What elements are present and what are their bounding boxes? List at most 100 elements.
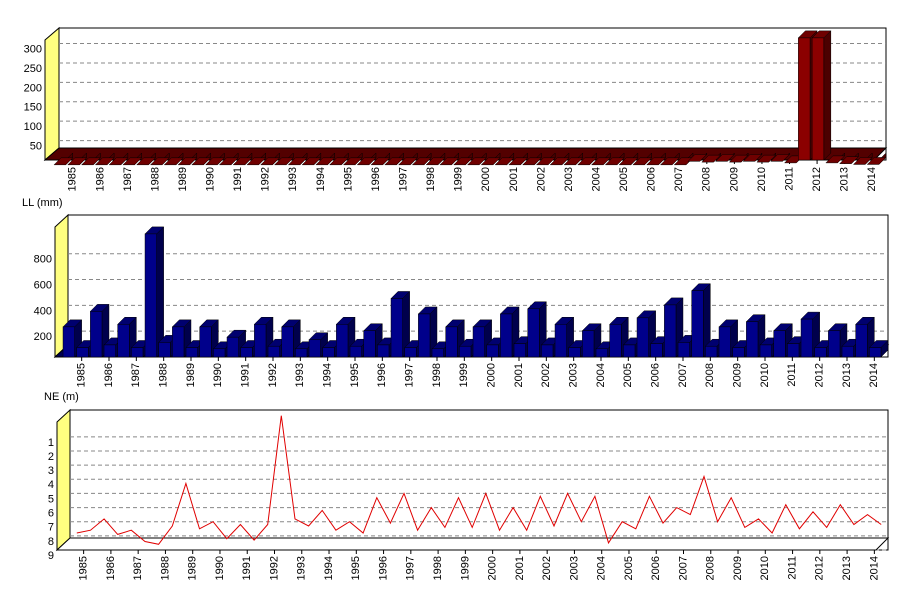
x-tick-label: 1995 [349, 363, 361, 387]
bar-top [825, 155, 846, 164]
bar [798, 37, 811, 161]
bar [349, 345, 362, 358]
bar-top [260, 157, 281, 166]
x-tick-label: 1996 [370, 167, 382, 191]
x-tick-label: 1995 [342, 167, 354, 191]
bar-top [53, 157, 74, 166]
bar [486, 344, 499, 358]
bar [213, 348, 226, 358]
y-tick-label: 300 [24, 43, 42, 55]
x-tick-label: 1988 [149, 167, 161, 191]
bar-top [246, 157, 267, 166]
x-tick-label: 2003 [568, 363, 580, 387]
data-line [76, 415, 882, 545]
x-tick-label: 2002 [540, 363, 552, 387]
bar [746, 321, 759, 358]
bar [144, 233, 157, 358]
x-tick-label: 1999 [458, 363, 470, 387]
bar-top [590, 157, 611, 166]
bar-top [108, 157, 129, 166]
bar [240, 347, 253, 358]
bar [459, 345, 472, 358]
x-tick-label: 1990 [212, 363, 224, 387]
x-tick-label: 2001 [514, 556, 526, 580]
bar-top [715, 154, 735, 162]
bar-top [756, 154, 777, 163]
y-tick-label: 9 [48, 550, 54, 562]
bar-top [839, 156, 860, 164]
bar-top [646, 157, 667, 166]
bar-top [866, 157, 887, 165]
bar [226, 336, 239, 358]
bar-top [439, 157, 460, 166]
x-tick-label: 1996 [376, 363, 388, 387]
x-tick-label: 1991 [240, 363, 252, 387]
y-tick-label: 250 [24, 63, 42, 75]
bar-top [315, 157, 336, 166]
bar [718, 326, 731, 358]
y-tick-label: 1 [48, 437, 54, 449]
bar-side [156, 226, 164, 358]
bar [131, 347, 144, 358]
x-tick-label: 1989 [187, 556, 199, 580]
y-tick-label: 2 [48, 451, 54, 463]
bar-top [549, 157, 570, 166]
bar [158, 342, 171, 358]
x-tick-label: 1994 [322, 363, 334, 387]
bar [609, 324, 622, 358]
x-tick-label: 2004 [590, 167, 602, 191]
bar [582, 330, 595, 358]
x-tick-label: 2000 [480, 167, 492, 191]
bar [185, 347, 198, 358]
x-tick-label: 2009 [732, 556, 744, 580]
x-tick-label: 2006 [646, 167, 658, 191]
bar-top [273, 157, 294, 166]
x-tick-label: 1999 [453, 167, 465, 191]
x-tick-label: 2000 [487, 556, 499, 580]
x-tick-label: 2006 [650, 556, 662, 580]
bar [855, 324, 868, 358]
x-tick-label: 2002 [541, 556, 553, 580]
bar [759, 344, 772, 358]
bar-top [163, 157, 184, 166]
bar [691, 290, 704, 358]
x-tick-label: 1997 [404, 363, 416, 387]
bar [322, 347, 335, 358]
bar-top [425, 157, 446, 166]
bar [636, 317, 649, 358]
bar-top [632, 157, 653, 166]
x-tick-label: 1996 [377, 556, 389, 580]
x-tick-label: 2013 [839, 167, 851, 191]
y-tick-label: 800 [34, 254, 52, 266]
bar [800, 318, 813, 358]
x-tick-label: 1987 [132, 556, 144, 580]
x-tick-label: 1986 [94, 167, 106, 191]
x-tick-label: 2011 [783, 167, 795, 191]
x-tick-label: 1989 [185, 363, 197, 387]
x-tick-label: 2010 [759, 363, 771, 387]
bar-top [287, 157, 308, 166]
bar-top [411, 157, 432, 166]
bar [500, 313, 513, 358]
bar [295, 348, 308, 358]
bar [811, 37, 825, 161]
x-tick-label: 1987 [122, 167, 134, 191]
bar-top [508, 157, 529, 166]
x-tick-label: 2007 [673, 167, 685, 191]
y-tick-label: 5 [48, 493, 54, 505]
x-tick-label: 1993 [296, 556, 308, 580]
y-tick-label: 150 [24, 102, 42, 114]
x-tick-label: 1991 [241, 556, 253, 580]
x-tick-label: 1998 [425, 167, 437, 191]
y-tick-label: 6 [48, 507, 54, 519]
y-tick-label: 100 [24, 121, 42, 133]
x-tick-label: 2012 [814, 363, 826, 387]
x-tick-label: 2005 [622, 363, 634, 387]
bar [773, 330, 786, 358]
x-tick-label: 2013 [841, 556, 853, 580]
x-tick-label: 2009 [732, 363, 744, 387]
bar-top [563, 157, 584, 166]
bar-top [480, 157, 501, 166]
bar [363, 330, 376, 358]
